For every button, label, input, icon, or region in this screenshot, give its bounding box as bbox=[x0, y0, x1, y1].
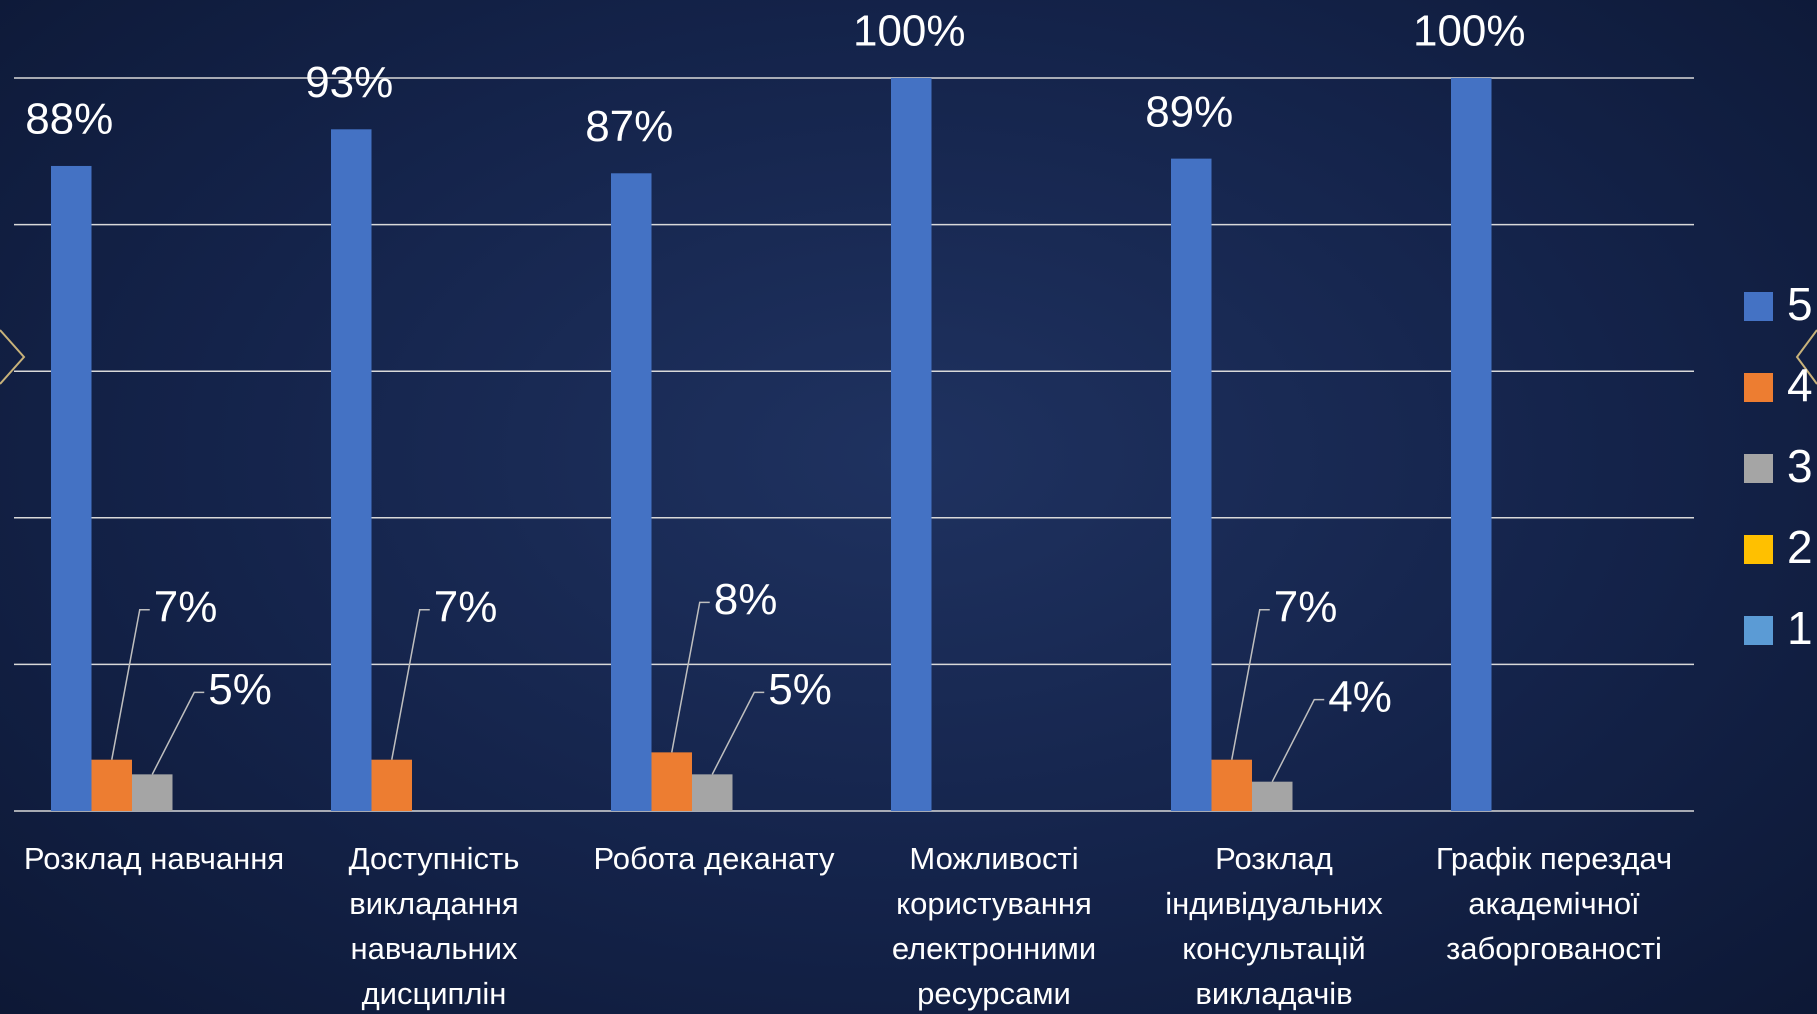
bar bbox=[1171, 158, 1212, 811]
bar bbox=[91, 759, 132, 811]
x-tick-label: Можливості користування електронними ресурс… bbox=[892, 841, 1096, 1011]
data-label: 7% bbox=[154, 582, 218, 631]
data-label: 100% bbox=[1413, 7, 1526, 56]
leader-line bbox=[391, 608, 430, 760]
data-label: 93% bbox=[305, 58, 393, 107]
data-label: 88% bbox=[25, 95, 113, 144]
nav-arrow-left[interactable] bbox=[0, 329, 26, 385]
leader-line bbox=[711, 691, 765, 775]
legend-swatch bbox=[1744, 292, 1773, 321]
x-tick-label: Розклад індивідуальних консультацій виклада… bbox=[1165, 841, 1383, 1011]
legend-label: 4 bbox=[1787, 359, 1813, 411]
legend-swatch bbox=[1744, 373, 1773, 402]
data-label: 87% bbox=[585, 102, 673, 151]
legend-label: 2 bbox=[1787, 521, 1813, 573]
nav-arrow-right[interactable] bbox=[1795, 329, 1817, 385]
bar bbox=[132, 774, 173, 811]
bar bbox=[891, 78, 932, 811]
data-label: 5% bbox=[208, 665, 272, 714]
legend-swatch bbox=[1744, 535, 1773, 564]
legend-swatch bbox=[1744, 616, 1773, 645]
leader-line bbox=[1231, 608, 1270, 760]
data-label: 8% bbox=[714, 575, 778, 624]
leader-line bbox=[671, 601, 710, 753]
bar bbox=[611, 173, 652, 812]
bar bbox=[371, 759, 412, 811]
x-tick-label: Доступність викладання навчальних дисциплін bbox=[349, 841, 520, 1011]
x-tick-label: Графік перездач академічної заборгованості bbox=[1436, 841, 1672, 966]
data-label: 5% bbox=[768, 665, 832, 714]
data-label: 100% bbox=[853, 7, 966, 56]
data-label: 4% bbox=[1328, 672, 1392, 721]
x-tick-label: Робота деканату bbox=[593, 841, 835, 876]
leader-line bbox=[111, 608, 150, 760]
bar bbox=[331, 129, 372, 811]
legend-swatch bbox=[1744, 454, 1773, 483]
bar bbox=[1451, 78, 1492, 811]
data-label: 89% bbox=[1145, 87, 1233, 136]
leader-line bbox=[151, 691, 205, 775]
bar bbox=[51, 165, 92, 811]
legend-label: 3 bbox=[1787, 440, 1813, 492]
bar bbox=[1252, 781, 1293, 811]
bar bbox=[692, 774, 733, 811]
legend-label: 1 bbox=[1787, 602, 1813, 654]
leader-line bbox=[1271, 698, 1325, 783]
x-tick-label: Розклад навчання bbox=[24, 841, 284, 876]
bar bbox=[651, 752, 692, 811]
data-label: 7% bbox=[1274, 582, 1338, 631]
bar bbox=[1211, 759, 1252, 811]
data-label: 7% bbox=[434, 582, 498, 631]
legend-label: 5 bbox=[1787, 278, 1813, 330]
